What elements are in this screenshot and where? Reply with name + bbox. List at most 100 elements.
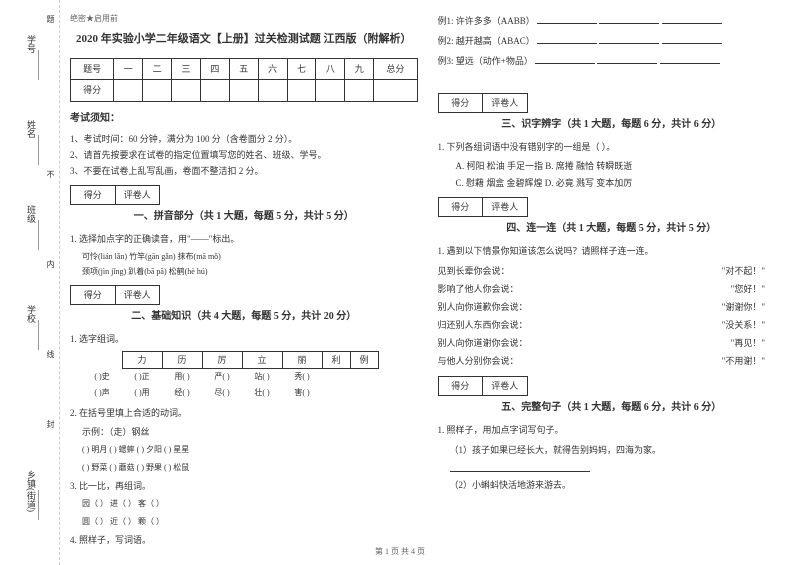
score-box: 得分 评卷人 <box>438 197 528 217</box>
table-cell: 题号 <box>71 59 114 80</box>
score-box: 得分 评卷人 <box>438 376 528 396</box>
table-cell[interactable] <box>345 80 374 101</box>
main-content: 绝密★启用前 2020 年实验小学二年级语文【上册】过关检测试题 江西版（附解析… <box>70 12 785 551</box>
table-cell[interactable] <box>200 80 229 101</box>
blank-line[interactable] <box>662 14 722 24</box>
blank-line[interactable] <box>599 14 659 24</box>
connect-left: 归还别人东西你会说： <box>438 316 528 334</box>
pinyin-row: 可怜(lián lǎn) 竹竿(gān gǎn) 抹布(mā mǒ) <box>82 250 418 264</box>
blank-line[interactable] <box>535 54 595 64</box>
sidebar-line <box>38 135 39 165</box>
exam-title: 2020 年实验小学二年级语文【上册】过关检测试题 江西版（附解析） <box>70 30 418 50</box>
sidebar-label: 班级 <box>25 205 38 223</box>
blank-line[interactable] <box>597 54 657 64</box>
fill-row: ( ) 野菜 ( ) 蘑菇 ( ) 野果 ( ) 松鼠 <box>82 461 418 475</box>
sidebar-line <box>38 50 39 80</box>
example-label: 例3: 望远（动作+物品） <box>438 56 533 66</box>
seal-label: 内 <box>45 260 56 268</box>
section-title: 三、识字辨字（共 1 大题，每题 6 分，共计 6 分） <box>438 116 786 134</box>
table-cell: 九 <box>345 59 374 80</box>
blank-line[interactable] <box>662 34 722 44</box>
table-cell: 例 <box>350 352 378 369</box>
table-cell: 壮( ) <box>242 385 282 401</box>
question-text: 1. 下列各组词语中没有错别字的一组是（ ）。 <box>438 139 786 155</box>
table-cell: 得分 <box>71 80 114 101</box>
option-row: C. 慰藉 烟盒 金碧辉煌 D. 必竟 溅写 变本加厉 <box>456 175 786 191</box>
example-line: 例2: 越开越高（ABAC） <box>438 32 786 50</box>
notice-item: 2、请首先按要求在试卷的指定位置填写您的姓名、班级、学号。 <box>70 148 418 162</box>
sidebar-line <box>38 490 39 520</box>
table-cell: 一 <box>114 59 143 80</box>
table-cell: 力 <box>122 352 162 369</box>
table-cell[interactable] <box>229 80 258 101</box>
question-text: 1. 选字组词。 <box>70 331 418 347</box>
connect-left: 见到长辈你会说： <box>438 262 510 280</box>
blank-line[interactable] <box>660 54 720 64</box>
table-cell: 六 <box>258 59 287 80</box>
table-cell: 厉 <box>202 352 242 369</box>
table-cell: 丽 <box>282 352 322 369</box>
table-cell[interactable] <box>287 80 316 101</box>
sidebar-label: 学号 <box>25 35 38 53</box>
blank-line[interactable] <box>599 34 659 44</box>
score-box-left: 得分 <box>439 198 484 216</box>
table-cell: 立 <box>242 352 282 369</box>
example-text: 示例：（走）钢丝 <box>82 424 418 440</box>
table-cell: 经( ) <box>162 385 202 401</box>
notice-item: 1、考试时间：60 分钟，满分为 100 分（含卷面分 2 分）。 <box>70 132 418 146</box>
blank-line[interactable] <box>537 34 597 44</box>
fill-row: 圆（ ） 近（ ） 颗（ ） <box>82 515 418 529</box>
table-cell: 严( ) <box>202 369 242 385</box>
example-label: 例1: 许许多多（AABB） <box>438 16 535 26</box>
connect-row: 别人向你道谢你会说："再见！" <box>438 334 786 352</box>
right-column: 例1: 许许多多（AABB） 例2: 越开越高（ABAC） 例3: 望远（动作+… <box>438 12 786 551</box>
blank-line[interactable] <box>450 462 590 472</box>
question-text: 1. 照样子，用加点字词写句子。 <box>438 422 786 438</box>
score-box: 得分 评卷人 <box>438 93 528 113</box>
connect-right: "对不起！" <box>722 262 765 280</box>
table-cell <box>82 352 122 369</box>
table-cell[interactable] <box>143 80 172 101</box>
section-title: 五、完整句子（共 1 大题，每题 6 分，共计 6 分） <box>438 399 786 417</box>
table-cell[interactable] <box>316 80 345 101</box>
connect-right: "没关系！" <box>722 316 765 334</box>
sidebar-line <box>38 220 39 250</box>
score-box-left: 得分 <box>439 94 484 112</box>
table-cell: 害( ) <box>282 385 322 401</box>
table-cell <box>322 385 350 401</box>
example-line: 例3: 望远（动作+物品） <box>438 52 786 70</box>
connect-right: "再见！" <box>731 334 765 352</box>
table-cell: ( )声 <box>82 385 122 401</box>
blank-line[interactable] <box>537 14 597 24</box>
score-box-left: 得分 <box>71 186 116 204</box>
connect-right: "谢谢你！" <box>722 298 765 316</box>
question-text: 1. 选择加点字的正确读音，用"——"标出。 <box>70 231 418 247</box>
connect-row: 别人向你道歉你会说： "谢谢你！" <box>438 298 786 316</box>
score-box: 得分 评卷人 <box>70 285 160 305</box>
score-box-right: 评卷人 <box>483 94 527 112</box>
score-box-right: 评卷人 <box>116 286 160 304</box>
table-cell: 尽( ) <box>202 385 242 401</box>
fill-row: ( ) 明月 ( ) 蟋蟀 ( ) 夕阳 ( ) 星星 <box>82 443 418 457</box>
example-label: 例2: 越开越高（ABAC） <box>438 36 535 46</box>
question-text: 3. 比一比，再组词。 <box>70 478 418 494</box>
connect-right: "不用谢！" <box>722 352 765 370</box>
connect-left: 别人向你道歉你会说： <box>438 298 528 316</box>
score-box-left: 得分 <box>439 377 484 395</box>
seal-label: 线 <box>45 350 56 358</box>
sidebar-label: 姓名 <box>25 120 38 138</box>
table-row: 得分 <box>71 80 418 101</box>
table-cell: 七 <box>287 59 316 80</box>
table-cell[interactable] <box>258 80 287 101</box>
table-cell[interactable] <box>172 80 201 101</box>
connect-left: 影响了他人你会说： <box>438 280 519 298</box>
seal-label: 题 <box>45 15 56 23</box>
sidebar-label: 乡镇(街道) <box>25 470 38 512</box>
connect-right: "您好！" <box>731 280 765 298</box>
connect-left: 与他人分别你会说： <box>438 352 519 370</box>
notice-title: 考试须知： <box>70 110 418 128</box>
table-cell[interactable] <box>114 80 143 101</box>
table-cell: 总分 <box>374 59 417 80</box>
table-cell[interactable] <box>374 80 417 101</box>
table-cell: 五 <box>229 59 258 80</box>
